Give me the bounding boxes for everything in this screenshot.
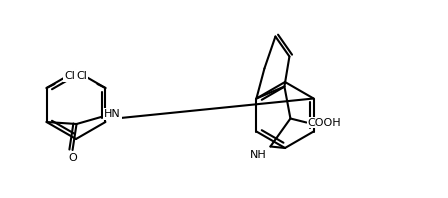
Text: NH: NH [250, 149, 267, 160]
Text: COOH: COOH [308, 117, 341, 128]
Text: Cl: Cl [64, 71, 75, 81]
Text: Cl: Cl [76, 71, 87, 81]
Text: O: O [68, 153, 77, 163]
Text: HN: HN [104, 109, 121, 119]
